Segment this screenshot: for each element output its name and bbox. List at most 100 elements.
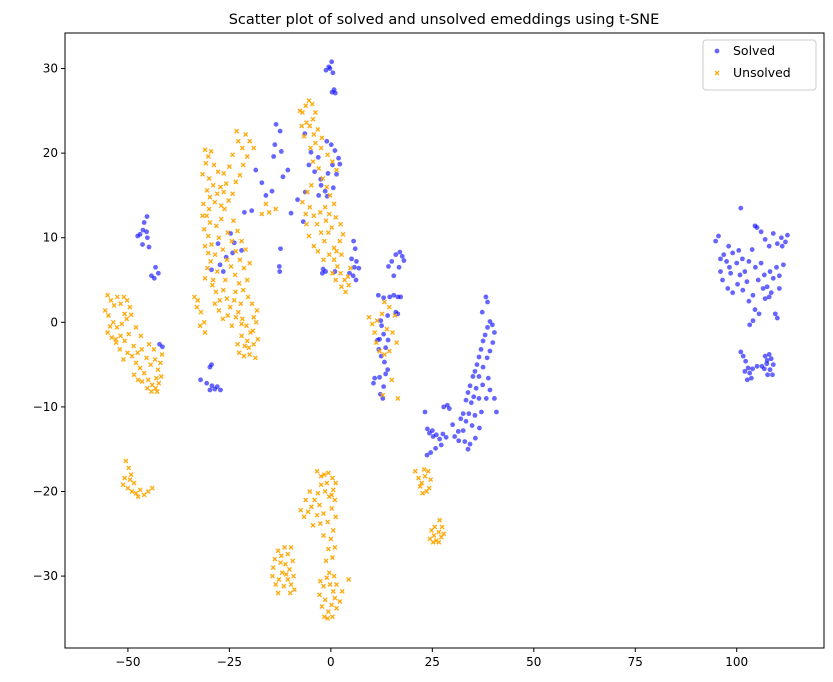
solved-point bbox=[398, 294, 404, 300]
unsolved-point bbox=[197, 323, 203, 329]
solved-point bbox=[452, 434, 458, 439]
unsolved-point bbox=[218, 203, 224, 209]
solved-point bbox=[381, 384, 387, 390]
solved-point bbox=[746, 298, 752, 304]
unsolved-point bbox=[204, 213, 210, 219]
unsolved-point bbox=[329, 492, 335, 498]
unsolved-point bbox=[144, 355, 150, 361]
solved-point bbox=[758, 260, 764, 266]
unsolved-point bbox=[394, 340, 400, 346]
solved-point bbox=[438, 442, 444, 448]
solved-point bbox=[480, 364, 486, 370]
solved-point bbox=[217, 262, 223, 268]
solved-point bbox=[204, 380, 210, 386]
solved-point bbox=[379, 323, 384, 329]
unsolved-point bbox=[332, 544, 338, 550]
unsolved-point bbox=[338, 252, 344, 258]
unsolved-point bbox=[306, 233, 312, 239]
unsolved-point bbox=[301, 133, 307, 139]
solved-point bbox=[278, 149, 284, 154]
solved-point bbox=[759, 363, 765, 369]
unsolved-point bbox=[325, 470, 331, 476]
solved-point bbox=[242, 209, 247, 215]
unsolved-point bbox=[129, 489, 135, 494]
unsolved-point bbox=[244, 154, 250, 160]
unsolved-point bbox=[436, 539, 442, 545]
unsolved-point bbox=[255, 336, 261, 342]
unsolved-point bbox=[139, 346, 145, 352]
unsolved-point bbox=[290, 558, 296, 564]
unsolved-point bbox=[239, 145, 245, 151]
unsolved-point bbox=[430, 539, 436, 545]
solved-point bbox=[762, 296, 768, 302]
unsolved-point bbox=[329, 554, 335, 560]
unsolved-point bbox=[135, 350, 141, 356]
unsolved-point bbox=[346, 282, 352, 288]
unsolved-point bbox=[120, 357, 126, 363]
solved-point bbox=[144, 235, 150, 241]
solved-point bbox=[479, 309, 485, 315]
unsolved-point bbox=[200, 171, 206, 177]
solved-point bbox=[764, 284, 770, 290]
unsolved-point bbox=[425, 468, 431, 474]
unsolved-point bbox=[334, 167, 340, 173]
solved-point bbox=[469, 423, 475, 428]
unsolved-point bbox=[317, 578, 323, 584]
unsolved-point bbox=[318, 482, 324, 488]
unsolved-point bbox=[153, 375, 159, 381]
unsolved-point bbox=[236, 350, 242, 356]
unsolved-point bbox=[135, 377, 141, 383]
unsolved-point bbox=[239, 321, 245, 327]
solved-point bbox=[207, 387, 213, 393]
unsolved-point bbox=[117, 346, 123, 352]
unsolved-point bbox=[312, 140, 318, 146]
unsolved-point bbox=[218, 216, 224, 222]
unsolved-point bbox=[337, 598, 343, 604]
unsolved-point bbox=[226, 198, 232, 203]
unsolved-point bbox=[308, 504, 314, 510]
solved-point bbox=[767, 269, 773, 274]
unsolved-point bbox=[330, 527, 336, 533]
solved-point bbox=[473, 385, 479, 391]
unsolved-point bbox=[288, 544, 294, 550]
solved-point bbox=[738, 205, 744, 211]
solved-point bbox=[716, 233, 721, 239]
unsolved-point bbox=[321, 472, 327, 478]
unsolved-point bbox=[127, 304, 133, 310]
solved-point bbox=[372, 375, 378, 381]
solved-point bbox=[766, 243, 772, 249]
solved-point bbox=[472, 412, 478, 418]
solved-point bbox=[470, 374, 476, 379]
unsolved-point bbox=[329, 159, 335, 165]
solved-point bbox=[754, 363, 760, 369]
solved-point bbox=[328, 142, 334, 148]
unsolved-point bbox=[225, 313, 231, 319]
unsolved-point bbox=[201, 226, 207, 232]
unsolved-point bbox=[347, 265, 353, 271]
solved-point bbox=[477, 425, 482, 431]
unsolved-point bbox=[307, 204, 313, 210]
unsolved-point bbox=[251, 341, 257, 347]
unsolved-point bbox=[328, 536, 334, 542]
solved-point bbox=[462, 439, 468, 444]
legend-marker-solved bbox=[714, 48, 720, 54]
solved-point bbox=[272, 142, 278, 148]
solved-point bbox=[460, 411, 466, 417]
unsolved-point bbox=[326, 252, 332, 258]
y-tick-label: −20 bbox=[33, 485, 58, 499]
unsolved-point bbox=[225, 230, 231, 236]
unsolved-point bbox=[238, 301, 244, 307]
unsolved-point bbox=[202, 147, 208, 153]
solved-point bbox=[483, 294, 489, 300]
solved-point bbox=[433, 432, 439, 438]
solved-point bbox=[774, 264, 779, 270]
unsolved-point bbox=[285, 576, 291, 582]
solved-point bbox=[718, 256, 723, 262]
unsolved-point bbox=[322, 204, 328, 210]
unsolved-point bbox=[137, 365, 143, 371]
unsolved-point bbox=[303, 497, 309, 503]
unsolved-point bbox=[233, 179, 239, 185]
solved-point bbox=[351, 238, 356, 244]
unsolved-point bbox=[243, 247, 249, 253]
